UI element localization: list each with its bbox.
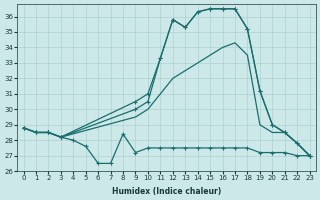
X-axis label: Humidex (Indice chaleur): Humidex (Indice chaleur) — [112, 187, 221, 196]
